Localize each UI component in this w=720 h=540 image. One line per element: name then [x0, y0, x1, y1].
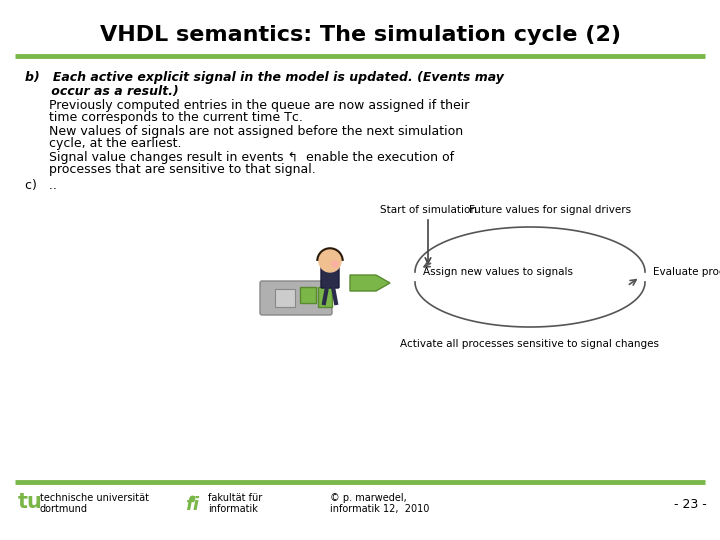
Text: © p. marwedel,: © p. marwedel,: [330, 493, 407, 503]
Text: Activate all processes sensitive to signal changes: Activate all processes sensitive to sign…: [400, 339, 660, 349]
Text: processes that are sensitive to that signal.: processes that are sensitive to that sig…: [25, 164, 316, 177]
Text: dortmund: dortmund: [40, 504, 88, 514]
Wedge shape: [319, 250, 341, 261]
Text: Signal value changes result in events ↰  enable the execution of: Signal value changes result in events ↰ …: [25, 151, 454, 164]
Text: time corresponds to the current time Tᴄ.: time corresponds to the current time Tᴄ.: [25, 111, 303, 125]
Text: Assign new values to signals: Assign new values to signals: [423, 267, 573, 277]
Text: VHDL semantics: The simulation cycle (2): VHDL semantics: The simulation cycle (2): [99, 25, 621, 45]
Text: technische universität: technische universität: [40, 493, 149, 503]
Bar: [300, 287, 316, 303]
Text: fi: fi: [185, 496, 199, 514]
Bar: [275, 289, 295, 307]
Text: Start of simulation: Start of simulation: [379, 205, 477, 215]
Text: occur as a result.): occur as a result.): [25, 84, 179, 98]
Text: New values of signals are not assigned before the next simulation: New values of signals are not assigned b…: [25, 125, 463, 138]
Text: Future values for signal drivers: Future values for signal drivers: [469, 205, 631, 215]
Text: informatik: informatik: [208, 504, 258, 514]
Circle shape: [332, 261, 338, 267]
Text: cycle, at the earliest.: cycle, at the earliest.: [25, 138, 181, 151]
FancyArrow shape: [350, 275, 390, 291]
Text: informatik 12,  2010: informatik 12, 2010: [330, 504, 429, 514]
Text: tu: tu: [18, 492, 43, 512]
Text: fakultät für: fakultät für: [208, 493, 262, 503]
Text: Evaluate processes: Evaluate processes: [653, 267, 720, 277]
FancyBboxPatch shape: [260, 281, 332, 315]
Circle shape: [319, 250, 341, 272]
Text: b)   Each active explicit signal in the model is updated. (Events may: b) Each active explicit signal in the mo…: [25, 71, 504, 84]
Bar: [318, 287, 332, 307]
Text: c)   ..: c) ..: [25, 179, 57, 192]
FancyBboxPatch shape: [321, 266, 339, 288]
Text: Previously computed entries in the queue are now assigned if their: Previously computed entries in the queue…: [25, 98, 469, 111]
Text: - 23 -: - 23 -: [674, 497, 706, 510]
